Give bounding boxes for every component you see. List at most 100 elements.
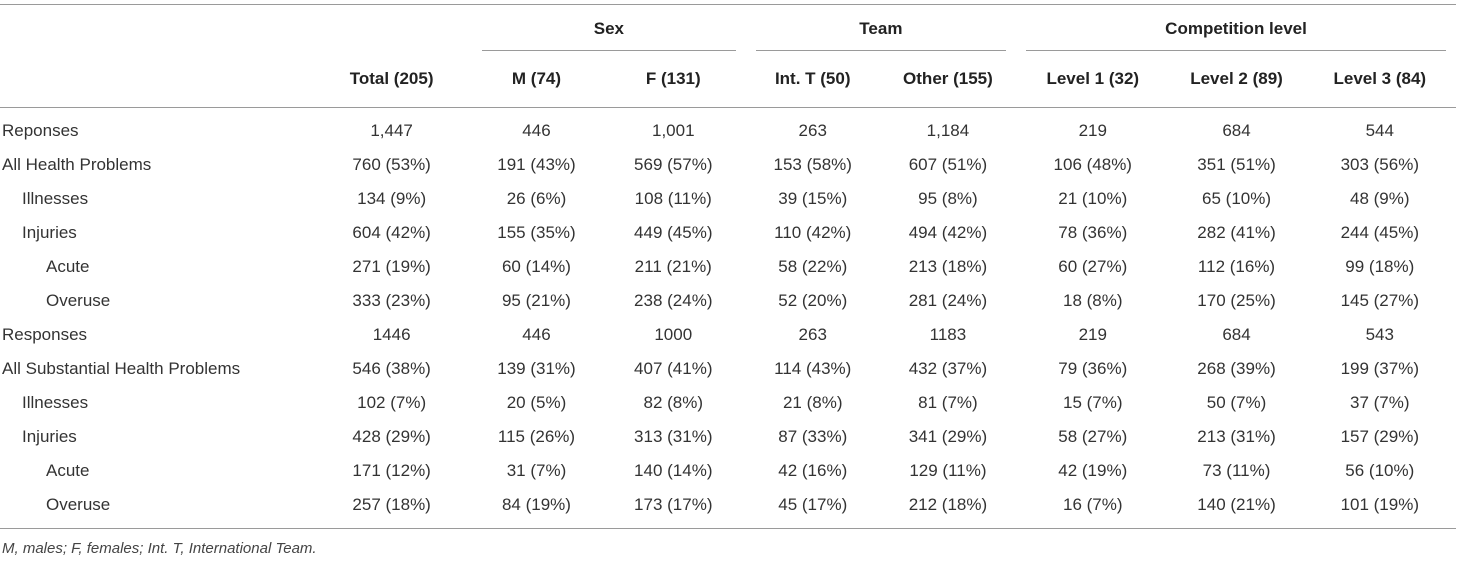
table-row: Overuse 333 (23%) 95 (21%) 238 (24%) 52 (20%… <box>0 284 1456 318</box>
group-header-competition: Competition level <box>1016 5 1456 51</box>
table-cell: 544 <box>1365 121 1394 140</box>
table-cell: 211 (21%) <box>634 257 712 276</box>
table-cell: 115 (26%) <box>497 427 576 446</box>
table-cell: 268 (39%) <box>1197 359 1276 378</box>
empty-header-cell <box>0 51 312 108</box>
table-cell: 569 (57%) <box>634 155 713 174</box>
table-cell: 212 (18%) <box>879 488 1017 529</box>
table-cell: 1,184 <box>926 121 970 140</box>
table-row: Reponses 1,447 446 1,001 263 1,184 219 684 544 <box>0 108 1456 149</box>
table-cell: 78 (36%) <box>1058 223 1128 242</box>
table-cell: 432 (37%) <box>908 359 988 378</box>
row-label: All Substantial Health Problems <box>2 359 241 378</box>
row-label: Illnesses <box>22 189 89 208</box>
table-cell: 263 <box>798 325 827 344</box>
table-cell: 102 (7%) <box>357 393 427 412</box>
table-cell: 106 (48%) <box>1053 155 1132 174</box>
table-cell: 446 <box>522 121 551 140</box>
row-label: Illnesses <box>22 393 89 412</box>
table-body: Reponses 1,447 446 1,001 263 1,184 219 684 544 Al… <box>0 108 1456 529</box>
table-cell: 114 (43%) <box>774 359 852 378</box>
table-cell: 173 (17%) <box>600 488 746 529</box>
table-cell: 155 (35%) <box>497 223 576 242</box>
table-row: Responses 1446 446 1000 263 1183 219 684 543 <box>0 318 1456 352</box>
column-header: Level 1 (32) <box>1016 51 1170 108</box>
table-row: Injuries 604 (42%) 155 (35%) 449 (45%) 110 (… <box>0 216 1456 250</box>
table-cell: 65 (10%) <box>1202 189 1272 208</box>
table-cell: 60 (14%) <box>501 257 571 276</box>
table-row: All Substantial Health Problems 546 (38%)… <box>0 352 1456 386</box>
table-cell: 20 (5%) <box>506 393 567 412</box>
group-header-team-label: Team <box>859 19 903 38</box>
table-cell: 108 (11%) <box>634 189 712 208</box>
table-cell: 494 (42%) <box>908 223 988 242</box>
table-cell: 110 (42%) <box>774 223 852 242</box>
table-cell: 21 (10%) <box>1058 189 1128 208</box>
group-header-team: Team <box>746 5 1016 51</box>
table-cell: 1446 <box>372 325 411 344</box>
table-cell: 191 (43%) <box>497 155 576 174</box>
table-footnote: M, males; F, females; Int. T, Internatio… <box>2 540 317 557</box>
row-label: All Health Problems <box>2 155 152 174</box>
column-header: F (131) <box>600 51 746 108</box>
table-cell: 140 (14%) <box>634 461 713 480</box>
table-cell: 140 (21%) <box>1169 488 1304 529</box>
table-cell: 42 (16%) <box>778 461 848 480</box>
table-cell: 407 (41%) <box>634 359 713 378</box>
table-cell: 281 (24%) <box>908 291 988 310</box>
table-cell: 87 (33%) <box>778 427 848 446</box>
table-cell: 52 (20%) <box>778 291 848 310</box>
table-cell: 213 (18%) <box>908 257 988 276</box>
table-cell: 282 (41%) <box>1197 223 1276 242</box>
row-label: Acute <box>46 461 90 480</box>
table-cell: 171 (12%) <box>352 461 431 480</box>
table-cell: 1,447 <box>370 121 413 140</box>
table-cell: 48 (9%) <box>1350 189 1410 208</box>
column-header-row: Total (205) M (74) F (131) Int. T (50) Other… <box>0 51 1456 108</box>
table-cell: 684 <box>1222 325 1251 344</box>
table-cell: 1000 <box>654 325 693 344</box>
row-label: Overuse <box>0 488 312 529</box>
table-cell: 351 (51%) <box>1197 155 1276 174</box>
table-cell: 257 (18%) <box>311 488 473 529</box>
row-label: Responses <box>2 325 88 344</box>
table-cell: 313 (31%) <box>634 427 713 446</box>
table-row: Illnesses 102 (7%) 20 (5%) 82 (8%) 21 (8%) 81… <box>0 386 1456 420</box>
table-cell: 153 (58%) <box>773 155 852 174</box>
table-row: All Health Problems 760 (53%) 191 (43%) 569… <box>0 148 1456 182</box>
table-cell: 18 (8%) <box>1062 291 1123 310</box>
row-label: Injuries <box>22 223 77 242</box>
table-cell: 244 (45%) <box>1340 223 1419 242</box>
table-cell: 45 (17%) <box>745 488 880 529</box>
table-cell: 58 (27%) <box>1058 427 1128 446</box>
table-cell: 449 (45%) <box>634 223 713 242</box>
column-header: Other (155) <box>879 51 1017 108</box>
table-cell: 58 (22%) <box>778 257 848 276</box>
table-cell: 37 (7%) <box>1350 393 1410 412</box>
table-cell: 16 (7%) <box>1016 488 1170 529</box>
table-row: Acute 271 (19%) 60 (14%) 211 (21%) 58 (22%) 2… <box>0 250 1456 284</box>
table-cell: 112 (16%) <box>1197 257 1276 276</box>
table-cell: 546 (38%) <box>352 359 431 378</box>
row-label: Injuries <box>22 427 77 446</box>
table-cell: 604 (42%) <box>352 223 431 242</box>
column-header: Int. T (50) <box>745 51 880 108</box>
table-cell: 82 (8%) <box>643 393 704 412</box>
table-cell: 213 (31%) <box>1197 427 1276 446</box>
empty-header-cell <box>311 5 472 51</box>
table-cell: 60 (27%) <box>1058 257 1128 276</box>
table-row: Illnesses 134 (9%) 26 (6%) 108 (11%) 39 (15%… <box>0 182 1456 216</box>
table-cell: 1,001 <box>651 121 695 140</box>
table-cell: 428 (29%) <box>352 427 431 446</box>
table-cell: 607 (51%) <box>908 155 988 174</box>
column-header: Level 3 (84) <box>1303 51 1456 108</box>
group-header-row: Sex Team Competition level <box>0 5 1456 51</box>
table-cell: 760 (53%) <box>352 155 431 174</box>
table-cell: 95 (21%) <box>501 291 571 310</box>
table-cell: 1183 <box>929 325 967 344</box>
table-cell: 219 <box>1078 325 1107 344</box>
row-label: Reponses <box>2 121 79 140</box>
table-cell: 15 (7%) <box>1062 393 1123 412</box>
row-label: Overuse <box>46 291 111 310</box>
table-cell: 446 <box>522 325 551 344</box>
